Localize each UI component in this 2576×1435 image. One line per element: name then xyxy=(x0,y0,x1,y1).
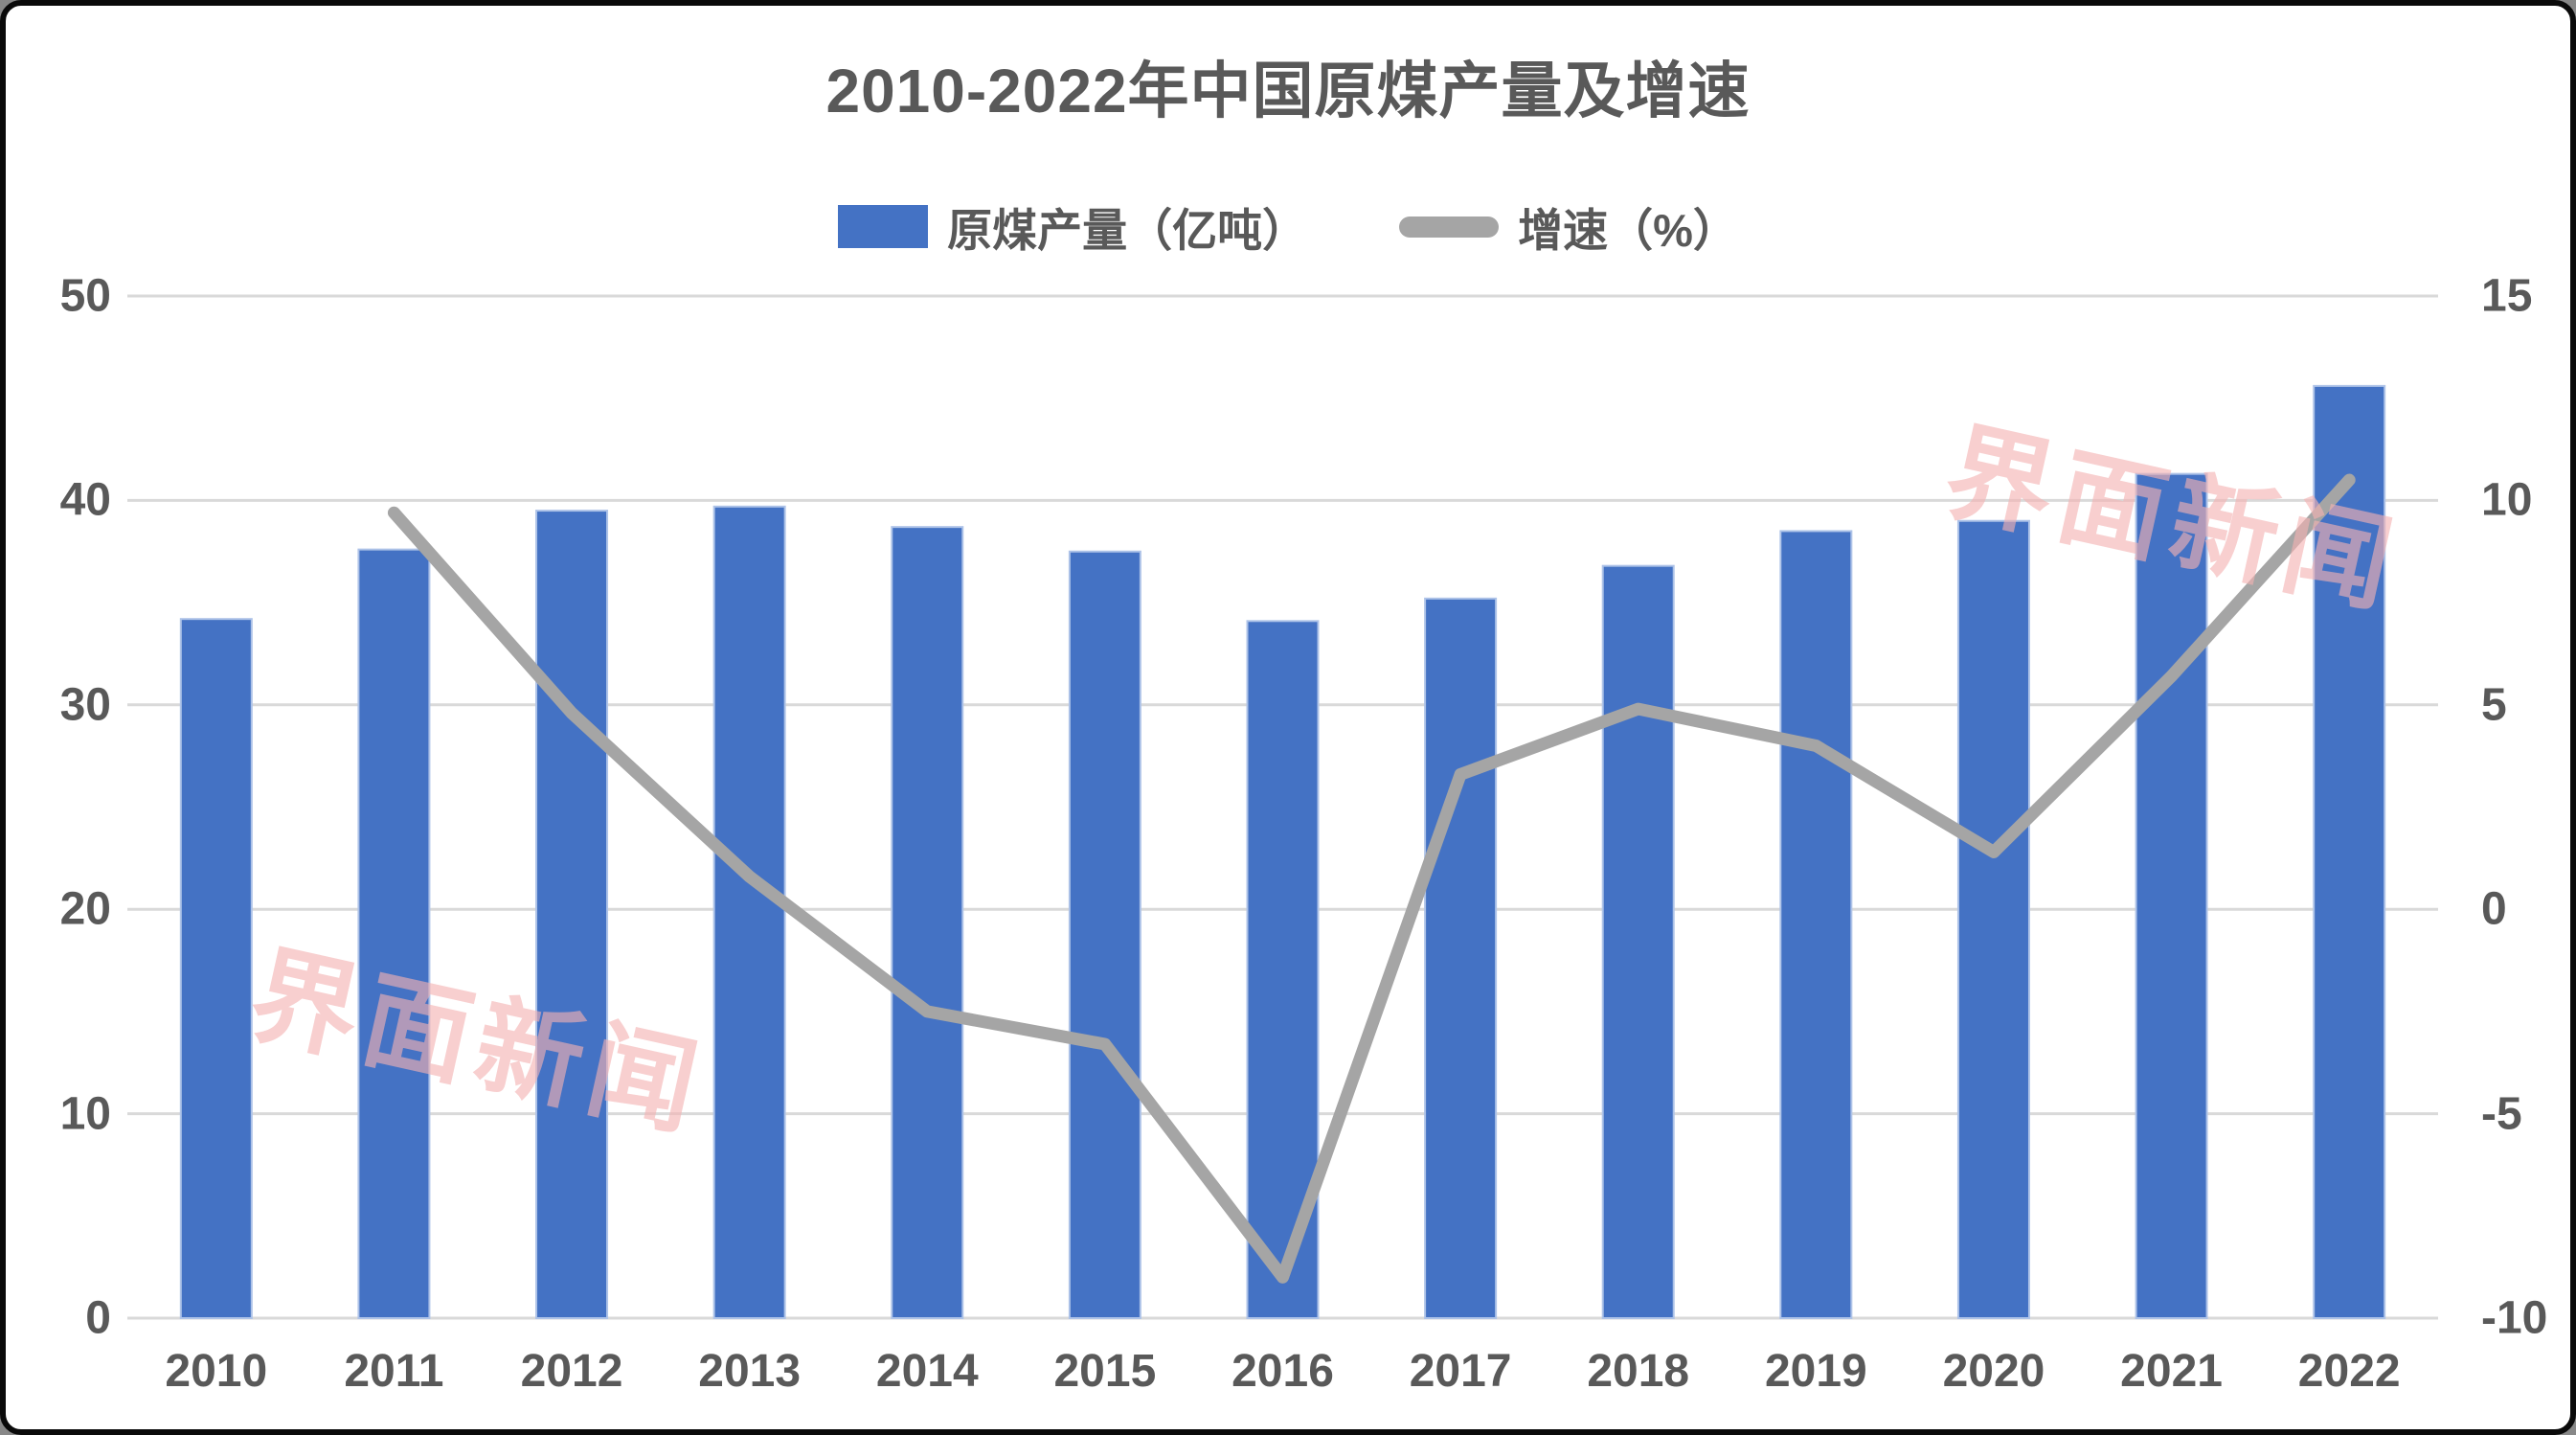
line-swatch-icon xyxy=(1399,216,1500,238)
left-tick-40: 40 xyxy=(59,474,111,526)
x-label-2013: 2013 xyxy=(698,1346,802,1397)
bar-2020 xyxy=(1956,519,2030,1319)
right-tick--10: -10 xyxy=(2481,1292,2548,1344)
bar-swatch-icon xyxy=(838,205,929,248)
growth-line xyxy=(387,473,2356,1284)
x-label-2019: 2019 xyxy=(1764,1346,1867,1397)
legend: 原煤产量（亿吨） 增速（%） xyxy=(6,194,2570,260)
x-label-2011: 2011 xyxy=(344,1346,444,1397)
x-label-2021: 2021 xyxy=(2120,1346,2223,1397)
legend-item-growth: 增速（%） xyxy=(1399,194,1738,260)
legend-label-production: 原煤产量（亿吨） xyxy=(947,205,1308,256)
right-tick--5: -5 xyxy=(2481,1088,2522,1140)
x-label-2014: 2014 xyxy=(875,1346,979,1397)
plot-area xyxy=(127,294,2438,1320)
bar-2017 xyxy=(1424,597,1498,1319)
x-label-2020: 2020 xyxy=(1942,1346,2045,1397)
bar-2021 xyxy=(2135,472,2208,1319)
legend-item-production: 原煤产量（亿吨） xyxy=(838,194,1307,260)
left-tick-0: 0 xyxy=(85,1292,111,1344)
x-label-2015: 2015 xyxy=(1053,1346,1157,1397)
bar-2015 xyxy=(1068,550,1141,1319)
left-tick-10: 10 xyxy=(59,1088,111,1140)
bar-2011 xyxy=(357,548,431,1319)
bar-2014 xyxy=(891,526,964,1319)
x-label-2012: 2012 xyxy=(520,1346,623,1397)
right-tick-0: 0 xyxy=(2481,883,2507,935)
legend-label-growth: 增速（%） xyxy=(1518,205,1738,256)
right-tick-10: 10 xyxy=(2481,474,2533,526)
bar-2016 xyxy=(1246,620,1320,1319)
x-label-2022: 2022 xyxy=(2297,1346,2401,1397)
left-tick-30: 30 xyxy=(59,679,111,731)
left-tick-50: 50 xyxy=(59,270,111,322)
bar-2013 xyxy=(712,505,786,1319)
x-label-2018: 2018 xyxy=(1587,1346,1690,1397)
bar-2022 xyxy=(2313,384,2386,1319)
bar-2018 xyxy=(1601,564,1675,1319)
right-tick-15: 15 xyxy=(2481,270,2533,322)
bar-2019 xyxy=(1779,530,1853,1319)
x-label-2016: 2016 xyxy=(1232,1346,1334,1397)
right-tick-5: 5 xyxy=(2481,679,2507,731)
bar-2010 xyxy=(179,618,253,1319)
chart-title: 2010-2022年中国原煤产量及增速 xyxy=(825,57,1751,125)
x-label-2017: 2017 xyxy=(1409,1346,1512,1397)
left-tick-20: 20 xyxy=(59,883,111,935)
x-label-2010: 2010 xyxy=(165,1346,268,1397)
bar-2012 xyxy=(535,510,609,1319)
